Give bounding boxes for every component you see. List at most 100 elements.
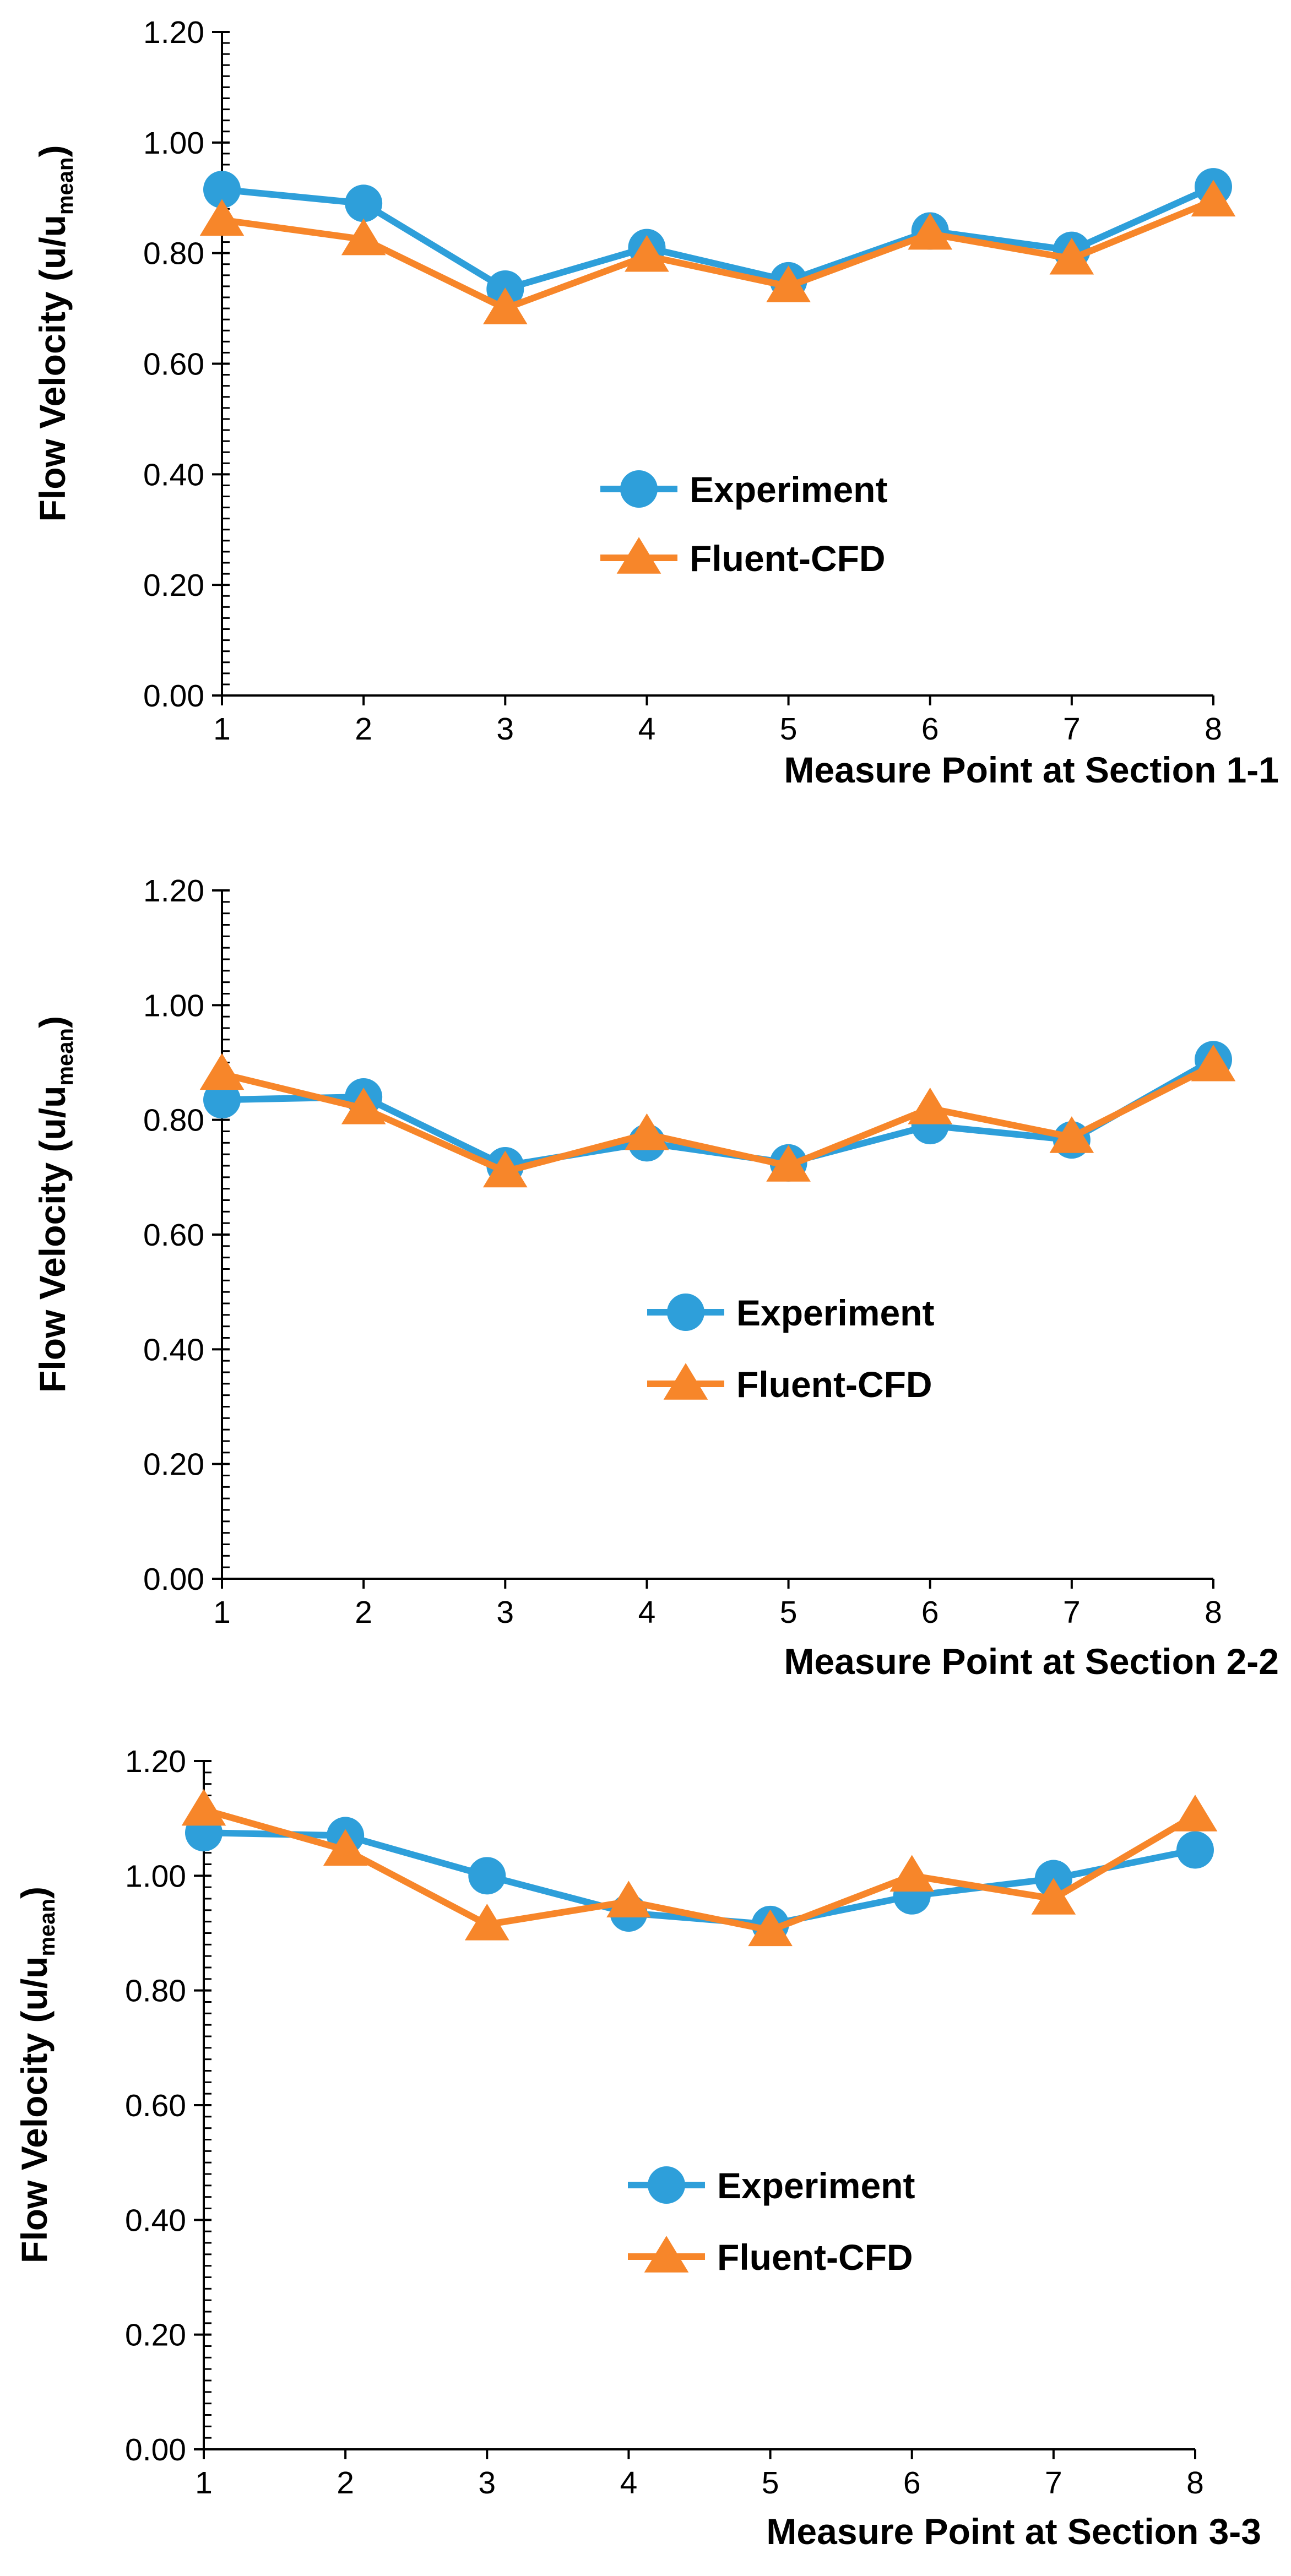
- legend-label: Experiment: [690, 469, 887, 510]
- data-point-triangle: [464, 1904, 509, 1941]
- series-line: [221, 183, 1215, 292]
- legend-item: Experiment: [600, 469, 887, 510]
- y-tick-label: 0.20: [143, 568, 204, 603]
- data-point-triangle: [625, 235, 669, 272]
- legend: Experiment Fluent-CFD: [647, 1292, 934, 1405]
- data-point-triangle: [199, 1053, 245, 1090]
- x-axis-label: Measure Point at Section 1-1: [784, 749, 1279, 790]
- data-point-circle: [345, 184, 383, 222]
- x-tick-label: 7: [1045, 2465, 1062, 2501]
- x-tick-label: 7: [1063, 711, 1081, 747]
- data-point-triangle: [323, 1829, 368, 1866]
- x-tick-label: 2: [337, 2465, 354, 2501]
- legend-label: Experiment: [736, 1292, 934, 1333]
- x-tick-label: 8: [1205, 1595, 1222, 1630]
- data-point-circle: [1176, 1831, 1214, 1869]
- legend-triangle-marker: [644, 2236, 689, 2273]
- series-fluent-cfd: [181, 1789, 1218, 1947]
- y-tick-label: 0.60: [143, 1218, 204, 1253]
- data-point-triangle: [766, 1145, 811, 1182]
- y-tick-label: 1.00: [143, 988, 204, 1023]
- legend-item: Fluent-CFD: [647, 1363, 932, 1405]
- data-point-triangle: [606, 1881, 651, 1918]
- x-tick-label: 8: [1205, 711, 1222, 747]
- legend-item: Fluent-CFD: [600, 537, 886, 579]
- y-tick-label: 0.00: [125, 2432, 186, 2468]
- x-tick-label: 5: [780, 1595, 798, 1630]
- series-line: [203, 1806, 1197, 1934]
- data-point-triangle: [766, 265, 811, 302]
- data-point-triangle: [482, 1150, 528, 1188]
- data-point-triangle: [625, 1113, 669, 1150]
- data-point-triangle: [1049, 237, 1094, 275]
- y-tick-label: 0.40: [143, 1332, 204, 1367]
- y-tick-label: 0.00: [143, 678, 204, 714]
- series-line: [221, 1062, 1215, 1175]
- data-point-triangle: [1191, 1044, 1236, 1082]
- legend-item: Fluent-CFD: [628, 2236, 913, 2278]
- y-tick-label: 0.40: [143, 457, 204, 492]
- legend-label: Experiment: [717, 2165, 915, 2206]
- legend-circle-marker: [667, 1294, 704, 1331]
- x-tick-label: 8: [1186, 2465, 1204, 2501]
- y-tick-label: 0.80: [143, 1103, 204, 1138]
- chart-panel-1: 0.00 0.20 0.40 0.60 0.80 1.00 1.20 1 2 3 4 5 6 7 8Meas…: [32, 15, 1279, 790]
- y-tick-label: 0.20: [143, 1447, 204, 1482]
- y-tick-label: 1.20: [143, 15, 204, 50]
- x-tick-label: 6: [921, 1595, 939, 1630]
- data-point-triangle: [1049, 1116, 1094, 1153]
- x-tick-label: 2: [355, 711, 372, 747]
- data-point-triangle: [199, 199, 245, 236]
- y-axis-label: Flow Velocity (u/umean): [32, 1016, 78, 1393]
- x-tick-label: 7: [1063, 1595, 1081, 1630]
- x-tick-label: 5: [780, 711, 798, 747]
- y-tick-label: 0.60: [143, 347, 204, 382]
- x-tick-label: 3: [496, 1595, 514, 1630]
- chart-panel-3: 0.00 0.20 0.40 0.60 0.80 1.00 1.20 1 2 3 4 5 6 7 8 Meas…: [14, 1744, 1261, 2552]
- legend-label: Fluent-CFD: [717, 2237, 913, 2278]
- data-point-circle: [203, 171, 241, 209]
- series-experiment: [185, 1814, 1214, 1943]
- x-tick-label: 2: [355, 1595, 372, 1630]
- data-point-triangle: [482, 287, 528, 324]
- x-tick-label: 1: [213, 1595, 231, 1630]
- y-tick-label: 0.00: [143, 1562, 204, 1597]
- legend-triangle-marker: [663, 1363, 708, 1400]
- data-point-triangle: [1191, 180, 1236, 217]
- legend-label: Fluent-CFD: [736, 1364, 932, 1405]
- legend-circle-marker: [648, 2166, 685, 2204]
- legend-triangle-marker: [616, 537, 661, 574]
- data-point-triangle: [889, 1855, 935, 1892]
- x-tick-label: 5: [762, 2465, 779, 2501]
- legend: Experiment Fluent-CFD: [628, 2165, 915, 2278]
- x-tick-label: 1: [195, 2465, 213, 2501]
- x-axis-label: Measure Point at Section 2-2: [784, 1641, 1279, 1682]
- legend-circle-marker: [620, 470, 658, 508]
- y-tick-label: 1.20: [125, 1744, 186, 1779]
- series-fluent-cfd: [199, 180, 1236, 324]
- x-tick-label: 3: [496, 711, 514, 747]
- y-tick-label: 1.00: [143, 126, 204, 161]
- series-line: [221, 197, 1215, 312]
- y-tick-label: 0.20: [125, 2318, 186, 2353]
- x-tick-label: 3: [478, 2465, 496, 2501]
- y-axis-label: Flow Velocity (u/umean): [14, 1887, 59, 2263]
- legend: Experiment Fluent-CFD: [600, 469, 887, 579]
- legend-label: Fluent-CFD: [690, 538, 886, 579]
- data-point-triangle: [1173, 1795, 1218, 1832]
- y-tick-label: 0.80: [125, 1974, 186, 2009]
- data-point-triangle: [341, 218, 386, 256]
- y-axis-label: Flow Velocity (u/umean): [32, 145, 78, 522]
- chart-panel-2: 0.00 0.20 0.40 0.60 0.80 1.00 1.20 1 2 3 4 5 6 7 8 Meas…: [32, 873, 1279, 1682]
- x-tick-label: 4: [638, 1595, 656, 1630]
- series-fluent-cfd: [199, 1044, 1236, 1188]
- legend-item: Experiment: [647, 1292, 934, 1333]
- data-point-triangle: [1031, 1878, 1076, 1915]
- legend-item: Experiment: [628, 2165, 915, 2206]
- x-axis-label: Measure Point at Section 3-3: [766, 2511, 1261, 2552]
- y-tick-label: 1.00: [125, 1858, 186, 1894]
- y-tick-label: 1.20: [143, 873, 204, 909]
- x-tick-label: 6: [903, 2465, 921, 2501]
- data-point-triangle: [908, 213, 953, 250]
